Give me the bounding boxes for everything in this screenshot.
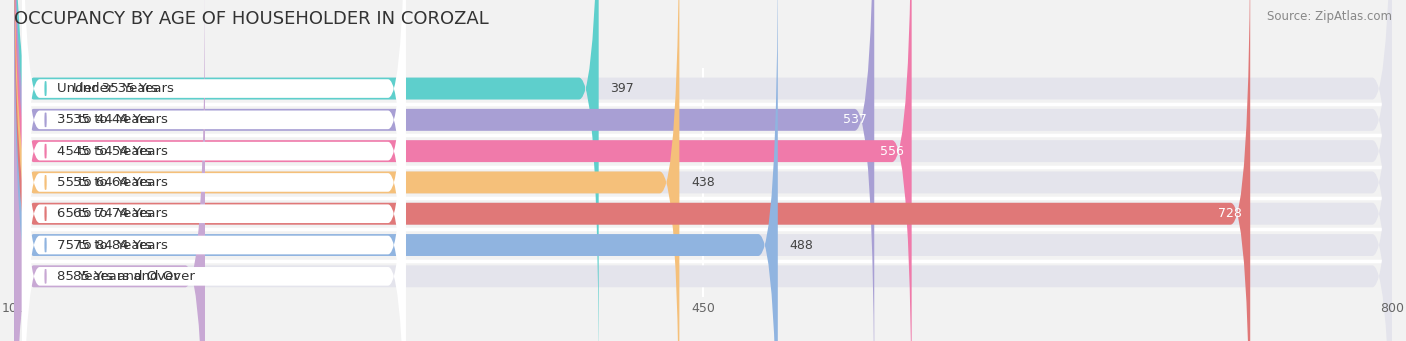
Text: 45 to 54 Years: 45 to 54 Years <box>58 145 152 158</box>
FancyBboxPatch shape <box>14 0 1392 341</box>
Text: 45 to 54 Years: 45 to 54 Years <box>73 145 167 158</box>
FancyBboxPatch shape <box>14 0 679 341</box>
FancyBboxPatch shape <box>22 0 406 341</box>
Text: 197: 197 <box>217 270 240 283</box>
FancyBboxPatch shape <box>14 0 911 341</box>
Text: 65 to 74 Years: 65 to 74 Years <box>58 207 152 220</box>
FancyBboxPatch shape <box>14 0 205 341</box>
Text: 488: 488 <box>790 239 814 252</box>
FancyBboxPatch shape <box>14 0 1392 341</box>
FancyBboxPatch shape <box>22 4 406 341</box>
Text: 85 Years and Over: 85 Years and Over <box>58 270 179 283</box>
Text: 35 to 44 Years: 35 to 44 Years <box>73 113 167 126</box>
Text: 397: 397 <box>610 82 634 95</box>
Text: 35 to 44 Years: 35 to 44 Years <box>58 113 152 126</box>
Text: 75 to 84 Years: 75 to 84 Years <box>58 239 152 252</box>
Text: Under 35 Years: Under 35 Years <box>58 82 159 95</box>
Text: 55 to 64 Years: 55 to 64 Years <box>73 176 167 189</box>
FancyBboxPatch shape <box>14 0 1392 341</box>
Text: Source: ZipAtlas.com: Source: ZipAtlas.com <box>1267 10 1392 23</box>
Text: Under 35 Years: Under 35 Years <box>73 82 174 95</box>
FancyBboxPatch shape <box>14 0 599 341</box>
FancyBboxPatch shape <box>14 0 1250 341</box>
FancyBboxPatch shape <box>22 0 406 341</box>
FancyBboxPatch shape <box>14 0 1392 341</box>
FancyBboxPatch shape <box>14 0 1392 341</box>
FancyBboxPatch shape <box>14 0 778 341</box>
FancyBboxPatch shape <box>14 0 1392 341</box>
Text: 75 to 84 Years: 75 to 84 Years <box>73 239 167 252</box>
Text: 65 to 74 Years: 65 to 74 Years <box>73 207 167 220</box>
Text: 728: 728 <box>1219 207 1243 220</box>
Text: 537: 537 <box>842 113 866 126</box>
FancyBboxPatch shape <box>14 0 875 341</box>
Text: 55 to 64 Years: 55 to 64 Years <box>58 176 152 189</box>
FancyBboxPatch shape <box>22 0 406 341</box>
FancyBboxPatch shape <box>22 0 406 341</box>
Text: 556: 556 <box>880 145 904 158</box>
Text: 85 Years and Over: 85 Years and Over <box>73 270 195 283</box>
FancyBboxPatch shape <box>14 0 1392 341</box>
FancyBboxPatch shape <box>22 0 406 341</box>
Text: 438: 438 <box>692 176 714 189</box>
Text: OCCUPANCY BY AGE OF HOUSEHOLDER IN COROZAL: OCCUPANCY BY AGE OF HOUSEHOLDER IN COROZ… <box>14 10 489 28</box>
FancyBboxPatch shape <box>22 0 406 341</box>
